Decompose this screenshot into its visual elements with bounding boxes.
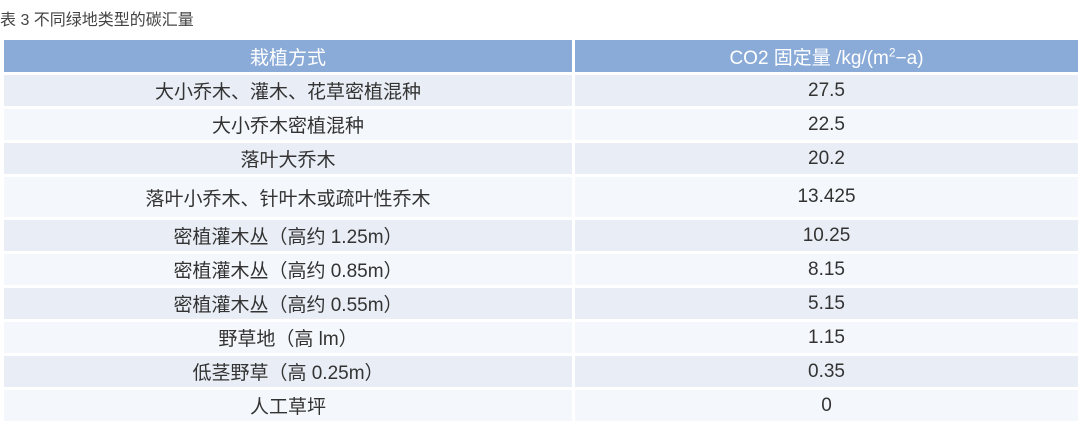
header-row: 栽植方式 CO2 固定量 /kg/(m2−a) [4, 40, 1078, 72]
method-cell: 人工草坪 [4, 390, 575, 421]
table-row: 落叶大乔木 20.2 [4, 143, 1078, 174]
method-cell: 密植灌木丛（高约 1.25m） [4, 220, 575, 251]
carbon-sink-table: 栽植方式 CO2 固定量 /kg/(m2−a) 大小乔木、灌木、花草密植混种 27… [4, 37, 1078, 424]
method-cell: 大小乔木密植混种 [4, 109, 575, 140]
value-cell: 22.5 [575, 109, 1078, 140]
header-method: 栽植方式 [4, 40, 575, 72]
header-co2: CO2 固定量 /kg/(m2−a) [575, 40, 1078, 72]
method-cell: 密植灌木丛（高约 0.85m） [4, 254, 575, 285]
value-cell: 5.15 [575, 288, 1078, 319]
value-cell: 0 [575, 390, 1078, 421]
value-cell: 1.15 [575, 322, 1078, 353]
method-cell: 低茎野草（高 0.25m） [4, 356, 575, 387]
table-row: 人工草坪 0 [4, 390, 1078, 421]
table-row: 野草地（高 lm） 1.15 [4, 322, 1078, 353]
header-co2-sup: 2 [888, 45, 896, 60]
method-cell: 落叶小乔木、针叶木或疏叶性乔木 [4, 177, 575, 217]
table-row: 低茎野草（高 0.25m） 0.35 [4, 356, 1078, 387]
method-cell: 落叶大乔木 [4, 143, 575, 174]
table-row: 大小乔木密植混种 22.5 [4, 109, 1078, 140]
value-cell: 8.15 [575, 254, 1078, 285]
value-cell: 0.35 [575, 356, 1078, 387]
value-cell: 20.2 [575, 143, 1078, 174]
table-row: 大小乔木、灌木、花草密植混种 27.5 [4, 75, 1078, 106]
table-row: 密植灌木丛（高约 1.25m） 10.25 [4, 220, 1078, 251]
value-cell: 27.5 [575, 75, 1078, 106]
value-cell: 10.25 [575, 220, 1078, 251]
value-cell: 13.425 [575, 177, 1078, 217]
table-row: 密植灌木丛（高约 0.55m） 5.15 [4, 288, 1078, 319]
header-co2-prefix: CO2 固定量 /kg/(m [729, 47, 889, 69]
method-cell: 野草地（高 lm） [4, 322, 575, 353]
table-row: 落叶小乔木、针叶木或疏叶性乔木 13.425 [4, 177, 1078, 217]
header-co2-suffix: −a) [895, 47, 924, 69]
method-cell: 密植灌木丛（高约 0.55m） [4, 288, 575, 319]
table-caption: 表 3 不同绿地类型的碳汇量 [0, 12, 194, 29]
table-row: 密植灌木丛（高约 0.85m） 8.15 [4, 254, 1078, 285]
method-cell: 大小乔木、灌木、花草密植混种 [4, 75, 575, 106]
